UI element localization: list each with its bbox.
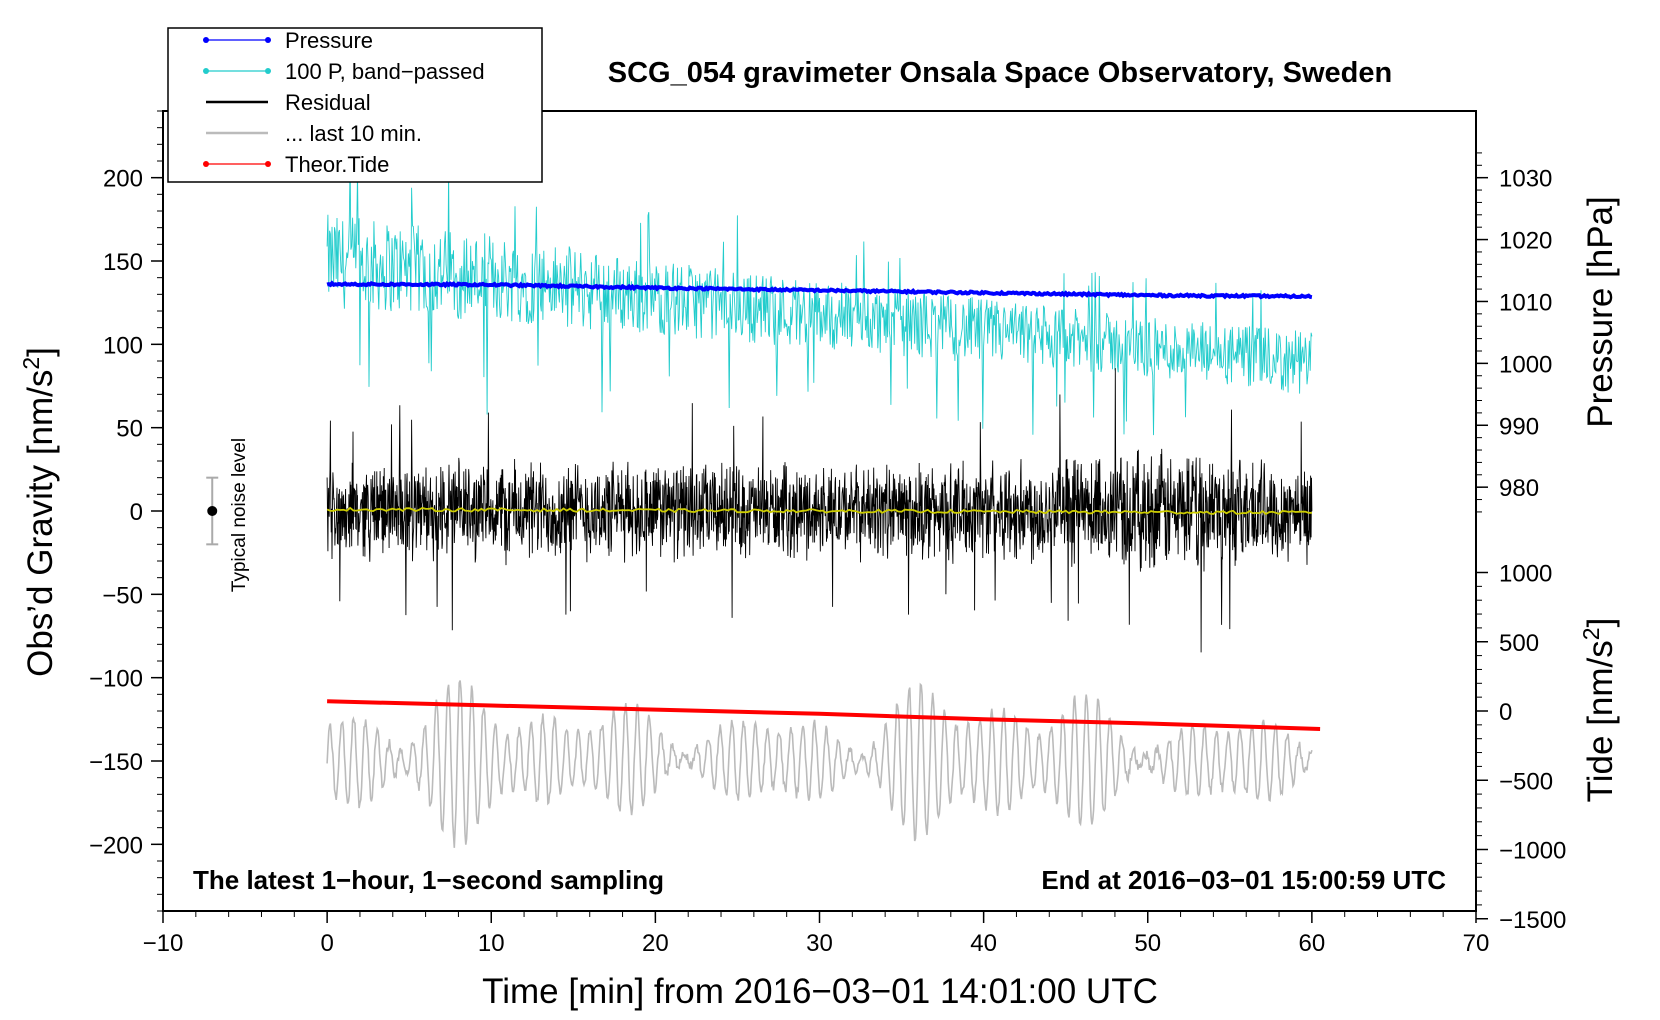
legend-label: Theor.Tide (285, 152, 389, 177)
y-left-title-main: Obs’d Gravity [nm/s (21, 370, 60, 677)
legend-marker (265, 161, 271, 167)
y-tide-title-main: Tide [nm/s (1581, 640, 1620, 802)
chart-title: SCG_054 gravimeter Onsala Space Observat… (608, 57, 1392, 89)
y-tide-tick-label: 1000 (1499, 561, 1552, 588)
x-tick-label: 20 (642, 930, 669, 957)
legend-marker (265, 68, 271, 74)
y-axis-tide-title: Tide [nm/s2] (1578, 618, 1620, 803)
legend-marker (203, 68, 209, 74)
y-tide-tick-label: −1500 (1499, 907, 1566, 934)
legend-marker (203, 161, 209, 167)
annotation-sampling: The latest 1−hour, 1−second sampling (193, 865, 664, 895)
x-tick-label: 30 (806, 930, 833, 957)
y-left-tick-label: 200 (103, 166, 143, 193)
noise-indicator (206, 476, 219, 546)
y-pressure-tick-label: 980 (1499, 475, 1539, 502)
x-tick-label: −10 (143, 930, 184, 957)
y-left-tick-label: −50 (102, 582, 143, 609)
annotation-end-time: End at 2016−03−01 15:00:59 UTC (1041, 865, 1446, 895)
legend-marker (265, 37, 271, 43)
y-tide-tick-label: −1000 (1499, 838, 1566, 865)
series-pressure-line (326, 280, 1313, 300)
y-left-tick-label: −150 (89, 749, 143, 776)
y-left-tick-label: 150 (103, 249, 143, 276)
legend-label: 100 P, band−passed (285, 59, 485, 84)
y-left-title-end: ] (21, 347, 60, 357)
y-pressure-tick-label: 1030 (1499, 166, 1552, 193)
y-pressure-tick-label: 1020 (1499, 228, 1552, 255)
y-left-tick-label: −200 (89, 832, 143, 859)
axes: −10 0 10 20 30 40 50 60 70200150100500−50−100−15… (89, 110, 1566, 957)
y-left-tick-label: 0 (130, 499, 143, 526)
y-axis-pressure-title: Pressure [hPa] (1581, 196, 1620, 428)
y-left-tick-label: −100 (89, 666, 143, 693)
noise-label: Typical noise level (229, 438, 250, 592)
y-tide-tick-label: 0 (1499, 699, 1512, 726)
series-bandpassed-line (326, 158, 1313, 436)
x-tick-label: 70 (1463, 930, 1490, 957)
legend-label: ... last 10 min. (285, 121, 422, 146)
series-residual-line (326, 368, 1313, 653)
legend-box (167, 27, 543, 183)
y-tide-title-end: ] (1581, 618, 1620, 628)
series-residual-mean-line (326, 506, 1312, 516)
legend: Pressure 100 P, band−passed Residual ... la… (167, 27, 543, 183)
y-tide-title-sup: 2 (1578, 627, 1604, 640)
y-left-title-sup: 2 (18, 357, 44, 370)
legend-marker (203, 37, 209, 43)
y-tide-tick-label: 500 (1499, 630, 1539, 657)
legend-label: Pressure (285, 28, 373, 53)
data-traces (326, 158, 1321, 848)
y-pressure-tick-label: 1000 (1499, 351, 1552, 378)
x-tick-label: 40 (970, 930, 997, 957)
y-pressure-tick-label: 1010 (1499, 289, 1552, 316)
x-tick-label: 10 (478, 930, 505, 957)
y-left-tick-label: 100 (103, 332, 143, 359)
series-tide-line (327, 699, 1321, 731)
x-axis-title: Time [min] from 2016−03−01 14:01:00 UTC (482, 972, 1158, 1011)
y-left-tick-label: 50 (116, 416, 143, 443)
y-pressure-tick-label: 990 (1499, 413, 1539, 440)
x-tick-label: 50 (1134, 930, 1161, 957)
series-last10min-line (326, 680, 1313, 848)
noise-dot (207, 506, 218, 516)
x-tick-label: 60 (1299, 930, 1326, 957)
x-tick-label: 0 (320, 930, 333, 957)
y-axis-left-title: Obs’d Gravity [nm/s2] (18, 347, 60, 677)
legend-label: Residual (285, 90, 371, 115)
y-tide-tick-label: −500 (1499, 768, 1553, 795)
